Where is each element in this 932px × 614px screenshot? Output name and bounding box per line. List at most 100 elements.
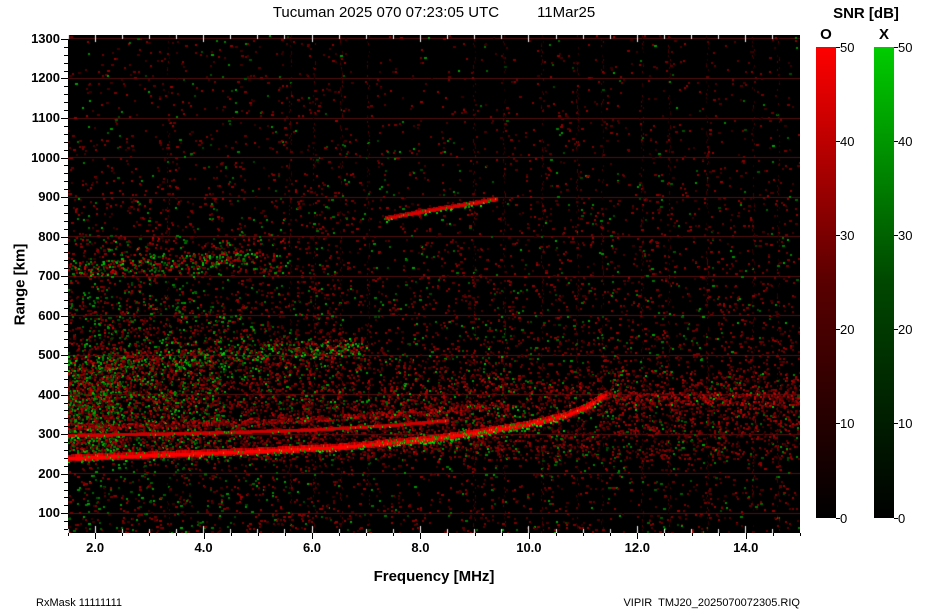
x-axis-tick <box>745 533 747 539</box>
y-axis-tick <box>64 291 68 293</box>
x-axis-tick <box>556 533 557 536</box>
y-axis-tick <box>64 46 68 48</box>
x-axis-tick <box>203 533 205 539</box>
colorbar-tick-label: 40 <box>840 134 855 149</box>
y-axis-tick <box>61 315 68 317</box>
y-tick-label: 400 <box>38 386 60 402</box>
y-axis-tick <box>64 497 68 499</box>
x-axis-tick <box>284 533 286 536</box>
y-axis-tick <box>64 141 68 143</box>
y-axis-tick <box>64 220 68 222</box>
x-axis-tick <box>501 533 503 536</box>
x-tick-label: 4.0 <box>194 540 213 555</box>
x-axis-tick <box>420 533 422 539</box>
colorbar-tick-label: 40 <box>898 134 913 149</box>
y-axis-tick <box>64 62 68 64</box>
y-axis-tick <box>64 347 68 349</box>
y-axis-tick <box>64 165 68 167</box>
y-tick-label: 1200 <box>31 70 60 86</box>
x-axis-tick <box>366 533 368 536</box>
y-axis-tick <box>61 78 68 80</box>
y-tick-label: 600 <box>38 307 60 323</box>
x-axis-tick <box>637 533 639 539</box>
colorbar-tick <box>836 47 840 48</box>
y-axis-tick <box>64 173 68 175</box>
y-tick-label: 1300 <box>31 30 60 46</box>
y-axis-tick <box>64 402 68 404</box>
y-tick-label: 300 <box>38 426 60 442</box>
y-axis-tick <box>64 86 68 88</box>
colorbar-tick-label: 10 <box>840 416 855 431</box>
plot-title: Tucuman 2025 070 07:23:05 UTC <box>272 4 500 21</box>
colorbar-tick <box>836 423 840 424</box>
plot-date: 11Mar25 <box>537 4 596 21</box>
x-axis-tick <box>583 533 585 536</box>
x-axis-tick <box>393 533 395 536</box>
colorbar-tick <box>894 329 898 330</box>
colorbar-tick-label: 30 <box>898 228 913 243</box>
colorbar-tick-label: 0 <box>898 511 906 526</box>
y-axis-tick <box>64 331 68 333</box>
y-axis-tick <box>64 426 68 428</box>
y-axis-tick <box>64 386 68 388</box>
x-tick-label: 12.0 <box>624 540 650 555</box>
y-axis-tick <box>64 489 68 491</box>
y-axis-tick <box>61 394 68 396</box>
y-axis-tick <box>64 378 68 380</box>
snr-colorbar-title: SNR [dB] <box>833 5 899 22</box>
y-axis-tick <box>61 513 68 515</box>
y-axis-tick <box>61 473 68 475</box>
y-axis-tick <box>64 110 68 112</box>
colorbar-tick <box>836 235 840 236</box>
y-axis-tick <box>64 529 68 531</box>
o-colorbar-gradient <box>816 47 836 518</box>
y-axis-tick <box>61 434 68 436</box>
y-axis-tick <box>61 157 68 159</box>
y-tick-label: 700 <box>38 268 60 284</box>
x-axis-tick <box>610 533 612 536</box>
plot-title-row: Tucuman 2025 070 07:23:05 UTC 11Mar25 <box>68 4 800 21</box>
x-axis-tick <box>474 533 476 536</box>
y-axis-tick <box>64 284 68 285</box>
colorbar-tick <box>836 518 840 519</box>
colorbar-tick-label: 50 <box>898 40 913 55</box>
y-tick-label: 900 <box>38 189 60 205</box>
y-axis-tick <box>64 94 68 96</box>
colorbar-tick <box>894 235 898 236</box>
x-axis-tick <box>664 533 666 536</box>
x-axis-tick <box>691 533 693 536</box>
y-axis-tick <box>64 457 68 459</box>
y-axis-tick <box>64 521 68 523</box>
y-tick-label: 500 <box>38 347 60 363</box>
y-axis-tick <box>64 465 68 467</box>
y-axis-tick <box>64 125 68 127</box>
x-axis-tick <box>718 533 720 536</box>
y-axis-tick <box>61 236 68 238</box>
y-axis-tick <box>64 189 68 191</box>
y-tick-label: 1000 <box>31 149 60 165</box>
y-axis-tick <box>61 118 68 119</box>
x-tick-label: 6.0 <box>302 540 322 555</box>
y-axis-tick <box>64 370 68 372</box>
y-axis-tick <box>64 505 68 507</box>
y-axis-tick <box>64 450 68 451</box>
x-tick-label: 10.0 <box>516 540 542 555</box>
y-axis-tick <box>64 133 68 135</box>
y-tick-label: 200 <box>38 465 60 481</box>
y-tick-label: 1100 <box>31 110 60 125</box>
y-axis-tick <box>64 307 68 309</box>
colorbar-tick-label: 20 <box>840 322 855 337</box>
y-axis-tick <box>64 299 68 301</box>
o-mode-label: O <box>820 26 832 43</box>
colorbar-tick-label: 10 <box>898 416 913 431</box>
colorbar-tick <box>836 329 840 330</box>
y-tick-label: 800 <box>38 228 60 244</box>
x-axis-tick <box>772 533 774 536</box>
x-mode-label: X <box>878 26 889 43</box>
colorbar-tick-label: 0 <box>840 511 848 526</box>
y-axis-tick <box>64 418 68 420</box>
y-axis-tick <box>61 355 68 357</box>
ionogram-canvas <box>68 35 800 533</box>
y-axis-tick <box>64 268 68 270</box>
y-axis-tick <box>61 38 68 40</box>
